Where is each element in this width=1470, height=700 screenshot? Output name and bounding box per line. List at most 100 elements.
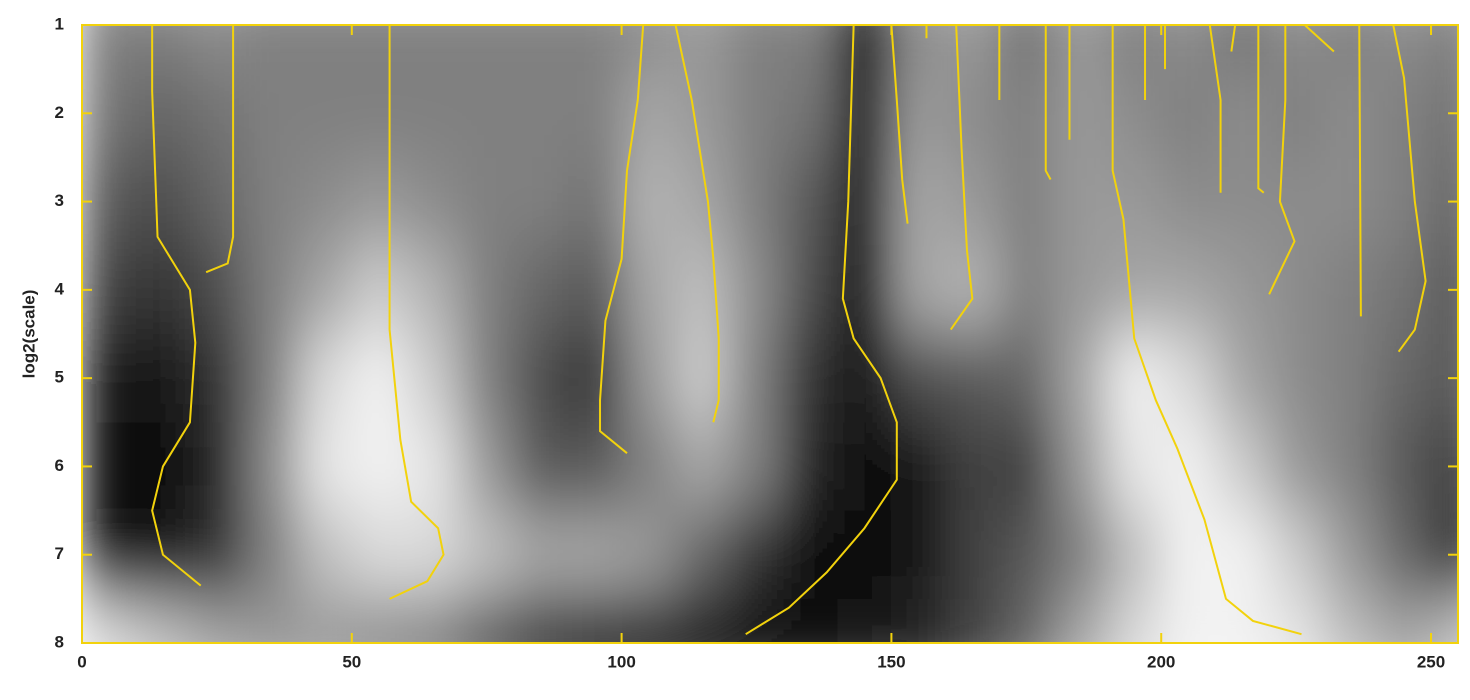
- heatmap-cell: [1107, 334, 1162, 423]
- heatmap-cell: [1161, 245, 1216, 335]
- heatmap-cell: [675, 334, 731, 423]
- heatmap-cell: [945, 598, 1000, 643]
- heatmap-cell: [567, 69, 623, 158]
- heatmap-cell: [297, 25, 353, 70]
- heatmap-cell: [297, 157, 353, 247]
- heatmap-cell: [729, 157, 784, 247]
- heatmap-cell: [1215, 69, 1270, 158]
- y-tick-label: 7: [55, 544, 64, 563]
- heatmap-cell: [783, 245, 838, 335]
- heatmap-cell: [729, 69, 784, 158]
- heatmap-cell: [675, 510, 731, 600]
- heatmap-cell: [945, 510, 1000, 600]
- heatmap-cell: [459, 245, 515, 335]
- x-tick-label: 0: [77, 652, 86, 671]
- heatmap-cell: [1269, 25, 1324, 70]
- maxima-line: [745, 25, 898, 636]
- heatmap-cell: [567, 157, 623, 247]
- heatmap-cell: [837, 334, 892, 423]
- heatmap-cell: [513, 422, 569, 512]
- y-tick-label: 6: [55, 456, 64, 475]
- heatmap-cell: [1215, 334, 1270, 423]
- heatmap-cell: [1107, 157, 1162, 247]
- heatmap-cell: [351, 598, 407, 643]
- heatmap-cell: [675, 25, 731, 70]
- heatmap-cell: [945, 334, 1000, 423]
- heatmap-cell: [405, 157, 461, 247]
- heatmap-cell: [621, 598, 677, 643]
- heatmap-cell: [783, 334, 838, 423]
- heatmap-cell: [243, 25, 299, 70]
- heatmap-cell: [621, 245, 677, 335]
- maxima-line: [1257, 25, 1265, 194]
- heatmap-cell: [567, 598, 623, 643]
- maxima-line: [1358, 25, 1362, 317]
- heatmap-cell: [1107, 25, 1162, 70]
- maxima-line: [388, 25, 445, 600]
- y-tick-label: 5: [55, 368, 64, 387]
- heatmap-cell: [1269, 598, 1324, 643]
- heatmap-cell: [1053, 25, 1108, 70]
- heatmap-cell: [567, 334, 623, 423]
- heatmap-cell: [999, 69, 1054, 158]
- heatmap-cell: [297, 510, 353, 600]
- heatmap-cell: [1377, 598, 1432, 643]
- heatmap-cell: [1269, 334, 1324, 423]
- heatmap-cell: [82, 598, 137, 643]
- x-tick-label: 150: [877, 652, 905, 671]
- heatmap-cell: [513, 510, 569, 600]
- heatmap-cell: [1053, 334, 1108, 423]
- heatmap-cell: [891, 245, 946, 335]
- heatmap-cell: [135, 25, 191, 70]
- heatmap-cell: [837, 510, 892, 600]
- heatmap-cell: [783, 510, 838, 600]
- axes: [81, 24, 1459, 644]
- y-tick-label: 8: [55, 632, 64, 651]
- heatmap-cell: [1053, 157, 1108, 247]
- heatmap-cell: [189, 69, 245, 158]
- heatmap-cell: [945, 69, 1000, 158]
- heatmap-cell: [459, 510, 515, 600]
- heatmap-cell: [621, 334, 677, 423]
- y-tick-label: 3: [55, 191, 64, 210]
- heatmap-cell: [675, 245, 731, 335]
- heatmap-cell: [243, 510, 299, 600]
- heatmap-cell: [297, 598, 353, 643]
- heatmap-cell: [837, 25, 892, 70]
- heatmap-cell: [729, 510, 784, 600]
- maxima-line: [949, 25, 974, 331]
- maxima-line: [674, 25, 720, 423]
- heatmap-cell: [1053, 245, 1108, 335]
- heatmap-cell: [1215, 245, 1270, 335]
- heatmap-cell: [1377, 157, 1432, 247]
- heatmap-cell: [1215, 598, 1270, 643]
- heatmap-cell: [837, 598, 892, 643]
- heatmap-cell: [1323, 25, 1378, 70]
- heatmap-cell: [351, 157, 407, 247]
- x-tick-label: 50: [342, 652, 361, 671]
- heatmap-cell: [675, 69, 731, 158]
- heatmap-cell: [1323, 157, 1378, 247]
- heatmap-cell: [189, 422, 245, 512]
- heatmap-cell: [1161, 157, 1216, 247]
- heatmap-cell: [351, 422, 407, 512]
- heatmap-cell: [513, 334, 569, 423]
- heatmap-cell: [621, 157, 677, 247]
- heatmap-cell: [1107, 245, 1162, 335]
- heatmap-cell: [135, 334, 191, 423]
- heatmap-cell: [405, 598, 461, 643]
- heatmap-cell: [1431, 25, 1458, 70]
- heatmap-cell: [945, 25, 1000, 70]
- heatmap-cell: [1323, 69, 1378, 158]
- y-tick-label: 2: [55, 103, 64, 122]
- x-tick-label: 200: [1147, 652, 1175, 671]
- heatmap-cell: [405, 69, 461, 158]
- maxima-line: [1392, 25, 1427, 353]
- heatmap-cell: [837, 245, 892, 335]
- maxima-line: [1268, 25, 1296, 295]
- heatmap-cell: [999, 245, 1054, 335]
- heatmap-cell: [1323, 422, 1378, 512]
- heatmap-cell: [621, 422, 677, 512]
- heatmap-cell: [999, 598, 1054, 643]
